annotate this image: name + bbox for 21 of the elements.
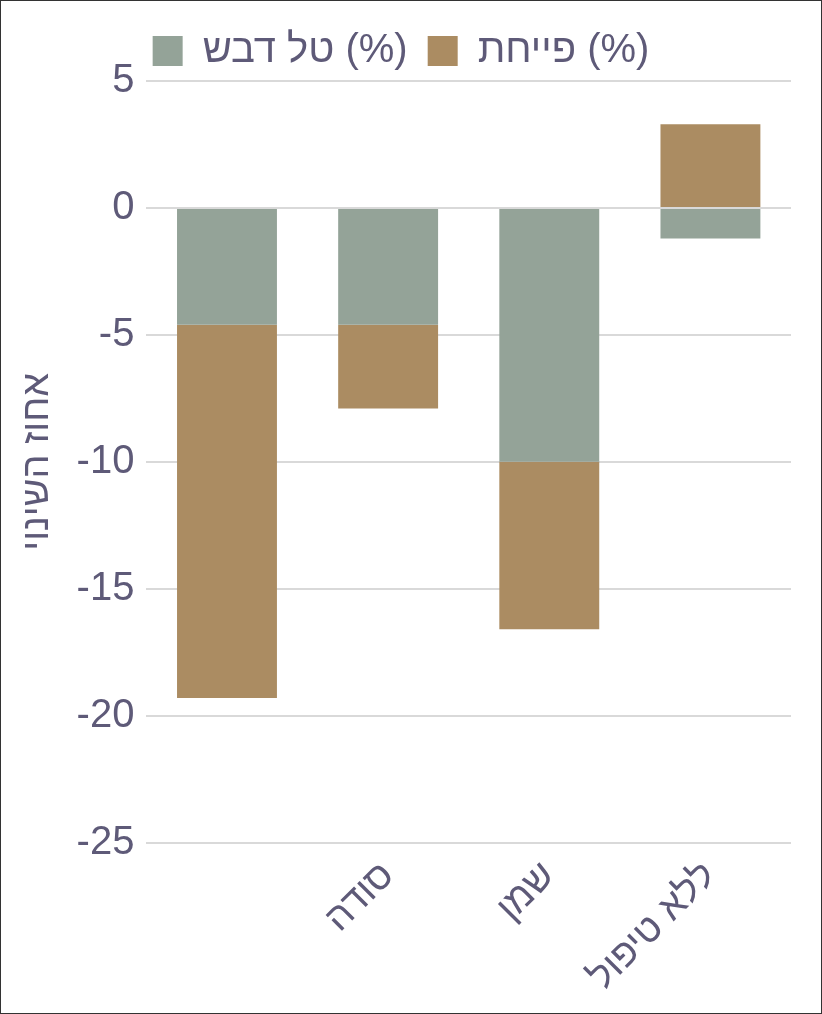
y-tick-label: -20 <box>76 690 135 735</box>
x-tick-label: סודה <box>315 853 402 939</box>
bar <box>660 208 761 239</box>
y-axis-title: אחוז השינוי <box>14 372 57 551</box>
bar <box>499 461 600 630</box>
bar <box>177 208 277 325</box>
y-tick-label: -5 <box>98 309 135 354</box>
legend-label: טל דבש (%) <box>202 26 408 71</box>
y-tick-label: -25 <box>76 817 135 862</box>
y-tick-label: 0 <box>112 182 135 227</box>
y-tick-label: -15 <box>76 563 135 608</box>
x-tick-label: שמן <box>487 853 563 928</box>
bar <box>660 124 761 207</box>
y-tick-label: -10 <box>76 436 135 481</box>
bar <box>338 324 439 409</box>
bar <box>338 208 439 325</box>
bar <box>499 208 600 462</box>
legend-label: פייחת (%) <box>477 26 650 71</box>
x-tick-label: ללא טיפול <box>579 853 724 997</box>
y-tick-label: 5 <box>112 56 135 101</box>
bar <box>177 324 277 698</box>
